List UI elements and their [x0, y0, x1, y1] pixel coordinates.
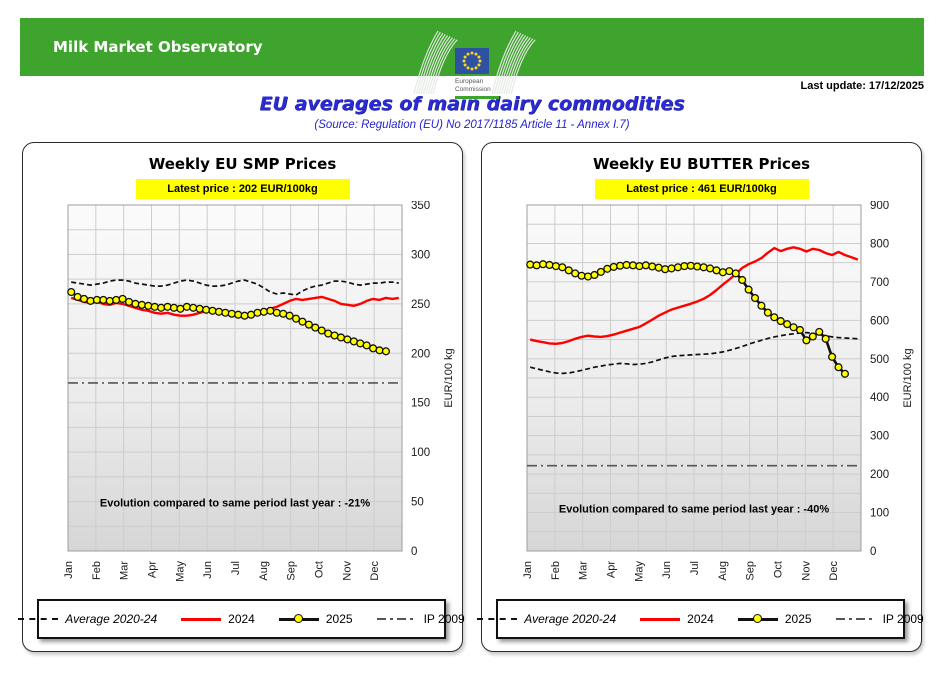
butter-latest-price-badge: Latest price : 461 EUR/100kg [594, 179, 809, 199]
last-update: Last update: 17/12/2025 [800, 80, 924, 92]
svg-text:0: 0 [411, 546, 417, 558]
svg-text:Jul: Jul [689, 561, 701, 575]
svg-text:May: May [633, 561, 645, 582]
legend-item-average: Average 2020-24 [18, 612, 157, 626]
page-subtitle: (Source: Regulation (EU) No 2017/1185 Ar… [314, 119, 630, 131]
svg-text:Nov: Nov [800, 561, 812, 581]
smp-latest-price-badge: Latest price : 202 EUR/100kg [135, 179, 350, 199]
svg-text:250: 250 [411, 299, 430, 311]
svg-text:Jun: Jun [661, 561, 673, 579]
svg-text:0: 0 [870, 546, 876, 558]
red-line-icon [181, 617, 222, 621]
svg-text:Oct: Oct [314, 561, 326, 578]
logo-underline [455, 96, 499, 99]
svg-text:500: 500 [870, 354, 889, 366]
butter-chart: 0 100 200 300 400 500 600 700 800 900 EUR/100 kg Ja… [522, 201, 914, 582]
svg-text:Evolution compared to same per: Evolution compared to same period last y… [559, 504, 829, 516]
svg-text:50: 50 [411, 497, 424, 509]
legend-item-2024: 2024 [181, 612, 255, 626]
svg-text:Dec: Dec [369, 561, 381, 581]
svg-text:Apr: Apr [606, 561, 618, 578]
butter-chart-title: Weekly EU BUTTER Prices [592, 155, 811, 173]
svg-text:700: 700 [870, 277, 889, 289]
red-line-icon [640, 617, 681, 621]
smp-panel: Weekly EU SMP Prices Latest price : 202 … [18, 142, 465, 652]
dashed-line-icon [18, 618, 59, 620]
dashed-line-icon [477, 618, 518, 620]
svg-text:300: 300 [411, 249, 430, 261]
butter-panel: Weekly EU BUTTER Prices Latest price : 4… [477, 142, 924, 652]
svg-text:Evolution compared to same per: Evolution compared to same period last y… [100, 498, 370, 510]
svg-text:May: May [174, 561, 186, 582]
svg-text:100: 100 [870, 508, 889, 520]
european-commission-logo: European Commission [402, 26, 542, 104]
marker-line-icon [737, 614, 778, 623]
svg-text:200: 200 [411, 348, 430, 360]
butter-legend: Average 2020-24 2024 2025 IP 2009 [477, 599, 924, 639]
smp-chart: 0 50 100 150 200 250 300 350 EUR/100 kg Jan Feb Mar… [63, 201, 455, 582]
legend-item-ip2009: IP 2009 [835, 612, 924, 626]
svg-text:Feb: Feb [91, 561, 103, 580]
smp-legend: Average 2020-24 2024 2025 IP 2009 [18, 599, 465, 639]
svg-text:300: 300 [870, 431, 889, 443]
svg-text:150: 150 [411, 398, 430, 410]
svg-text:Jul: Jul [230, 561, 242, 575]
svg-text:Oct: Oct [773, 561, 785, 578]
svg-text:Apr: Apr [147, 561, 159, 578]
svg-text:Mar: Mar [578, 561, 590, 580]
svg-text:600: 600 [870, 315, 889, 327]
svg-text:Jan: Jan [522, 561, 534, 579]
svg-text:Jun: Jun [202, 561, 214, 579]
svg-text:900: 900 [870, 201, 889, 212]
svg-text:Sep: Sep [745, 561, 757, 581]
svg-text:200: 200 [870, 469, 889, 481]
svg-text:350: 350 [411, 201, 430, 212]
page-title: EU averages of main dairy commodities [259, 93, 685, 115]
svg-text:EUR/100 kg: EUR/100 kg [443, 348, 455, 407]
svg-text:400: 400 [870, 392, 889, 404]
svg-text:Dec: Dec [828, 561, 840, 581]
legend-item-2025: 2025 [737, 612, 812, 626]
legend-item-ip2009: IP 2009 [376, 612, 465, 626]
smp-chart-title: Weekly EU SMP Prices [148, 155, 337, 173]
dashdot-line-icon [835, 618, 876, 620]
svg-text:Nov: Nov [341, 561, 353, 581]
eu-flag-icon [413, 30, 536, 95]
legend-item-2025: 2025 [278, 612, 353, 626]
svg-text:100: 100 [411, 447, 430, 459]
svg-text:Aug: Aug [717, 561, 729, 581]
logo-caption: European Commission [455, 78, 491, 93]
svg-text:800: 800 [870, 238, 889, 250]
svg-text:Sep: Sep [286, 561, 298, 581]
svg-text:Aug: Aug [258, 561, 270, 581]
legend-item-2024: 2024 [640, 612, 714, 626]
svg-text:Mar: Mar [119, 561, 131, 580]
legend-item-average: Average 2020-24 [477, 612, 616, 626]
svg-text:Jan: Jan [63, 561, 75, 579]
svg-text:EUR/100 kg: EUR/100 kg [902, 348, 914, 407]
app-title: Milk Market Observatory [53, 38, 263, 56]
marker-line-icon [278, 614, 319, 623]
dashdot-line-icon [376, 618, 417, 620]
svg-text:Feb: Feb [550, 561, 562, 580]
